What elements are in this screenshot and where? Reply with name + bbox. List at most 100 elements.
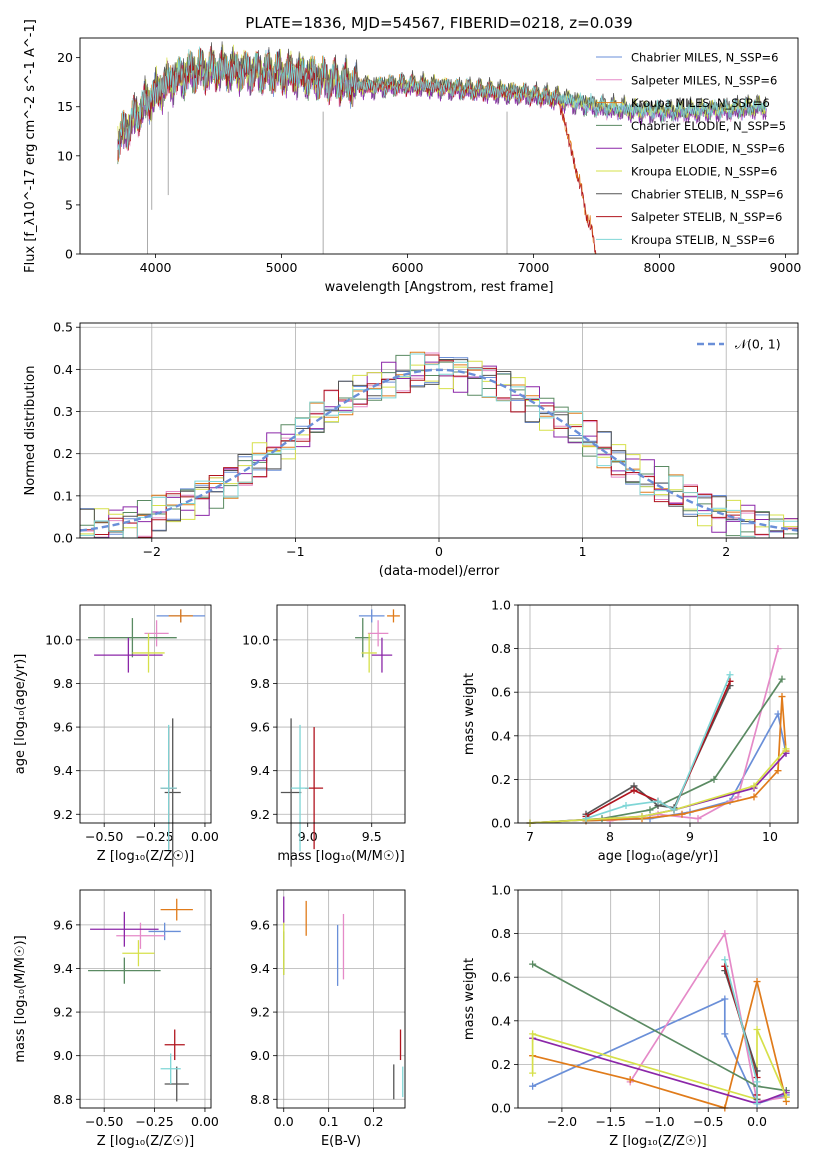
weight-marker bbox=[630, 786, 638, 794]
y-tick-label: 1.0 bbox=[491, 883, 511, 898]
y-tick-label: 1.0 bbox=[491, 598, 511, 613]
weight-marker bbox=[782, 1093, 790, 1101]
x-tick-label: 7000 bbox=[518, 260, 550, 275]
weight-marker bbox=[646, 806, 654, 814]
y-tick-label: 0.1 bbox=[53, 488, 73, 503]
y-tick-label: 9.4 bbox=[53, 961, 73, 976]
y-tick-label: 0.2 bbox=[491, 1057, 511, 1072]
axes-frame bbox=[79, 604, 212, 824]
y-tick-label: 0.0 bbox=[491, 1101, 511, 1116]
weight-marker bbox=[710, 775, 718, 783]
x-tick-label: −0.5 bbox=[693, 1114, 723, 1129]
weight-marker bbox=[529, 1030, 537, 1038]
mass-weight-vs-metallicity-panel: −2.0 −1.5 −1.0 −0.5 0.0 0.0 0.2 0.4 0.6 0.8 1.0 Z [… bbox=[462, 883, 799, 1149]
legend-entry: Chabrier ELODIE, N_SSP=5 bbox=[631, 119, 786, 133]
weight-marker bbox=[721, 930, 729, 938]
y-tick-label: 9.8 bbox=[53, 676, 73, 691]
weight-series-line bbox=[585, 696, 787, 822]
axes-frame bbox=[276, 604, 406, 824]
x-tick-label: 4000 bbox=[140, 260, 172, 275]
y-axis-label: mass [log₁₀(M/M☉)] bbox=[13, 935, 28, 1062]
weight-marker bbox=[753, 978, 761, 986]
legend-entry: Salpeter MILES, N_SSP=6 bbox=[631, 73, 777, 87]
spectrum-series-line bbox=[117, 46, 767, 158]
weight-marker bbox=[721, 956, 729, 964]
y-tick-label: 0.2 bbox=[491, 772, 511, 787]
weight-marker bbox=[778, 675, 786, 683]
x-tick-label: 0.00 bbox=[191, 829, 219, 844]
y-tick-label: 9.8 bbox=[250, 676, 270, 691]
y-tick-label: 0.8 bbox=[491, 641, 511, 656]
y-tick-label: 0.0 bbox=[53, 531, 73, 546]
axes-frame bbox=[517, 604, 799, 824]
age-vs-mass-panel: 9.0 9.5 9.2 9.4 9.6 9.8 10.0 mass [log₁₀(M/M☉)] bbox=[242, 604, 406, 867]
y-tick-label: 0.6 bbox=[491, 685, 511, 700]
y-tick-label: 0.5 bbox=[53, 320, 73, 335]
x-tick-label: 6000 bbox=[392, 260, 424, 275]
y-axis-label: mass weight bbox=[462, 673, 477, 755]
weight-marker bbox=[734, 793, 742, 801]
y-tick-label: 9.0 bbox=[250, 1048, 270, 1063]
x-axis-label: Z [log₁₀(Z/Z☉)] bbox=[97, 849, 194, 864]
y-tick-label: 9.6 bbox=[53, 917, 73, 932]
weight-marker bbox=[654, 797, 662, 805]
axes-frame bbox=[79, 37, 799, 255]
spectrum-series-line bbox=[117, 44, 767, 145]
legend-entry: Chabrier STELIB, N_SSP=6 bbox=[631, 187, 783, 201]
x-tick-label: 0.2 bbox=[364, 1114, 384, 1129]
x-tick-label: −1.5 bbox=[596, 1114, 626, 1129]
histograms bbox=[80, 351, 798, 538]
weight-marker bbox=[638, 812, 646, 820]
weight-marker bbox=[529, 1069, 537, 1077]
x-tick-label: 1 bbox=[579, 544, 587, 559]
weight-marker bbox=[529, 1082, 537, 1090]
legend-entry: Salpeter STELIB, N_SSP=6 bbox=[631, 210, 782, 224]
y-tick-label: 9.0 bbox=[53, 1048, 73, 1063]
y-axis-label: Normed distribution bbox=[23, 366, 38, 496]
legend-entry: Kroupa ELODIE, N_SSP=6 bbox=[631, 165, 777, 179]
y-tick-label: 9.6 bbox=[250, 917, 270, 932]
y-tick-label: 0 bbox=[65, 247, 73, 262]
weight-marker bbox=[774, 767, 782, 775]
y-tick-label: 0.4 bbox=[53, 362, 73, 377]
legend-entry: Kroupa STELIB, N_SSP=6 bbox=[631, 233, 775, 247]
x-axis-label: (data-model)/error bbox=[379, 564, 500, 579]
x-tick-label: 10 bbox=[762, 829, 778, 844]
weight-series-line bbox=[723, 959, 758, 1104]
y-tick-label: 10.0 bbox=[45, 632, 73, 647]
x-axis-label: Z [log₁₀(Z/Z☉)] bbox=[97, 1134, 194, 1149]
x-axis-label: E(B-V) bbox=[321, 1134, 361, 1149]
y-tick-label: 20 bbox=[57, 50, 73, 65]
weight-marker bbox=[721, 995, 729, 1003]
y-tick-label: 9.4 bbox=[250, 961, 270, 976]
weight-marker bbox=[753, 1026, 761, 1034]
x-tick-label: 0.0 bbox=[747, 1114, 767, 1129]
x-axis-label: wavelength [Angstrom, rest frame] bbox=[325, 280, 554, 295]
normal-curve bbox=[80, 368, 798, 532]
y-tick-label: 0.4 bbox=[491, 1013, 511, 1028]
legend-entry: Salpeter ELODIE, N_SSP=6 bbox=[631, 142, 785, 156]
axes-frame bbox=[517, 889, 799, 1109]
axes-frame bbox=[276, 889, 406, 1109]
x-tick-label: −0.25 bbox=[135, 829, 173, 844]
weight-marker bbox=[774, 645, 782, 653]
x-tick-label: 2 bbox=[722, 544, 730, 559]
x-axis-label: Z [log₁₀(Z/Z☉)] bbox=[609, 1134, 706, 1149]
axes-frame bbox=[79, 322, 799, 539]
weight-series-line bbox=[585, 680, 731, 818]
x-tick-label: 8000 bbox=[644, 260, 676, 275]
y-tick-label: 9.6 bbox=[250, 720, 270, 735]
y-tick-label: 10.0 bbox=[242, 632, 270, 647]
weight-marker bbox=[626, 1076, 634, 1084]
y-tick-label: 0.0 bbox=[491, 816, 511, 831]
mass-vs-extinction-panel: 0.0 0.1 0.2 8.8 9.0 9.2 9.4 9.6 E(B-V) bbox=[250, 889, 406, 1149]
y-tick-label: 8.8 bbox=[250, 1092, 270, 1107]
x-tick-label: 0.1 bbox=[319, 1114, 339, 1129]
y-tick-label: 8.8 bbox=[53, 1092, 73, 1107]
weight-marker bbox=[582, 815, 590, 823]
x-tick-label: 9.0 bbox=[298, 829, 318, 844]
x-tick-label: 8 bbox=[606, 829, 614, 844]
x-axis-label: age [log₁₀(age/yr)] bbox=[598, 849, 719, 864]
weight-marker bbox=[678, 810, 686, 818]
